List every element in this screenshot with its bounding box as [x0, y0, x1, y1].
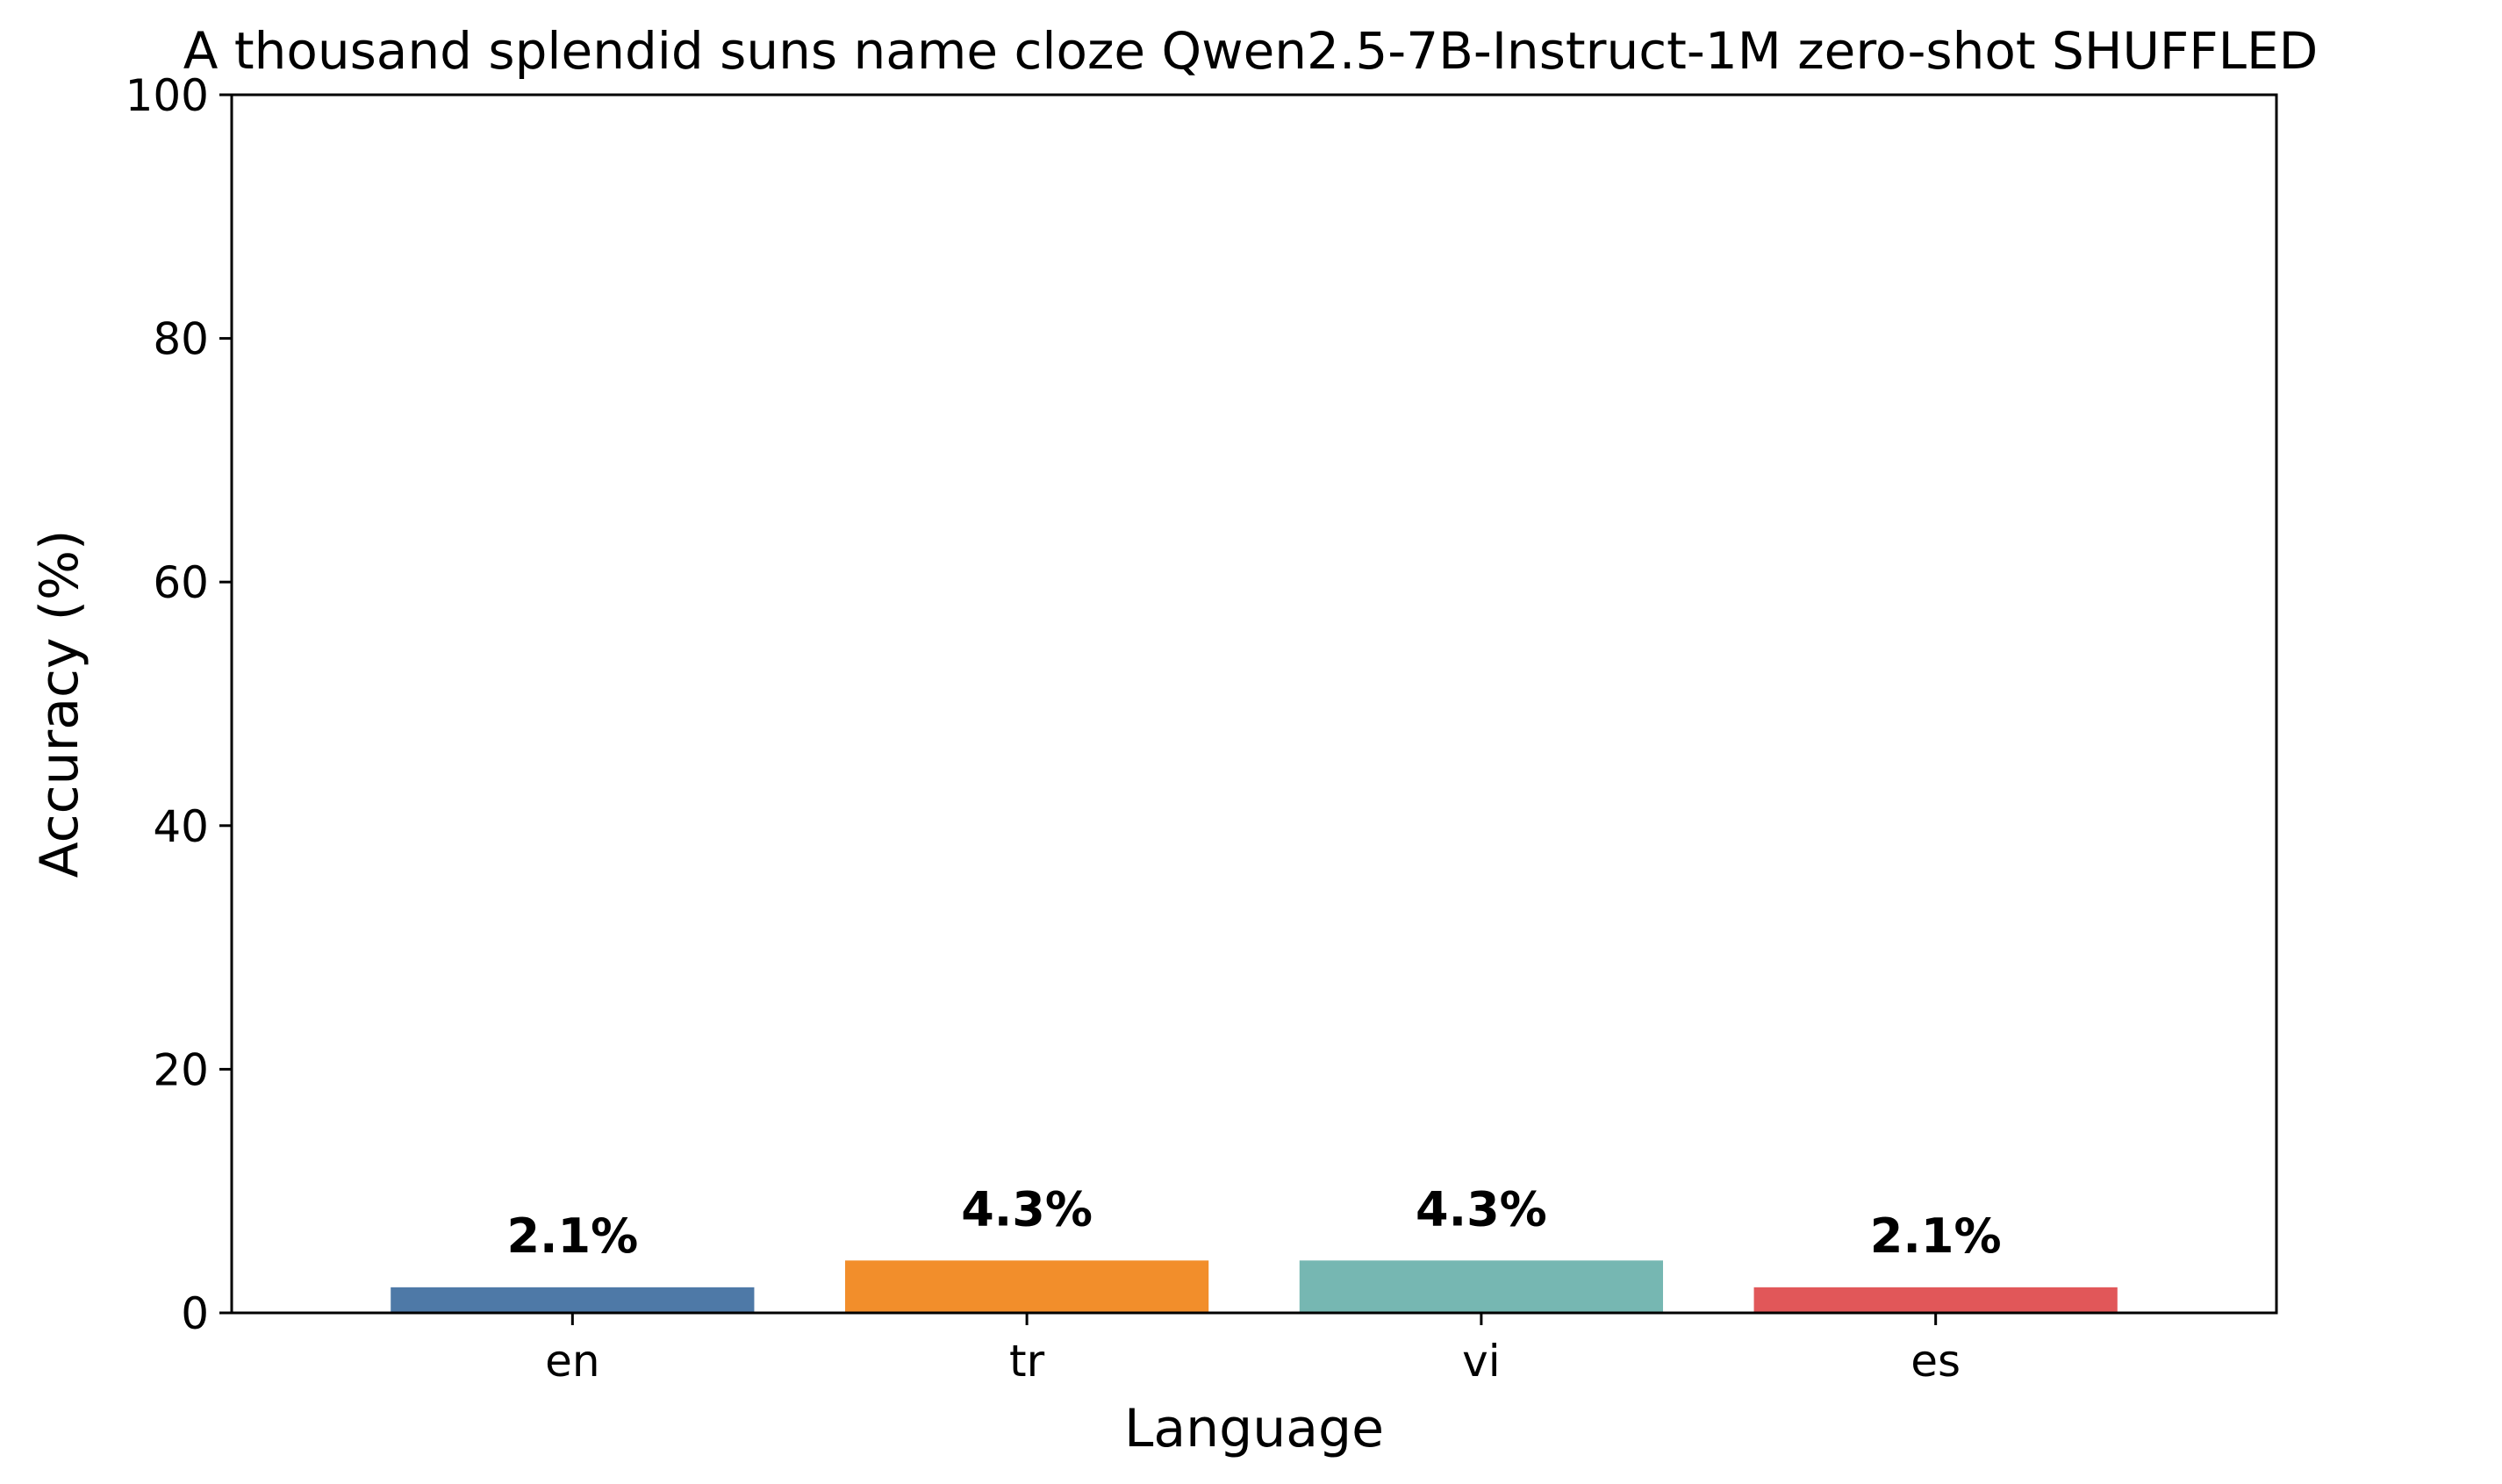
data-label-tr: 4.3% — [961, 1181, 1093, 1237]
y-tick-label: 20 — [153, 1044, 209, 1095]
y-axis-label: Accuracy (%) — [29, 530, 90, 878]
x-tick-label-es: es — [1911, 1336, 1961, 1387]
bars: 2.1% 4.3% 4.3% 2.1% — [391, 1181, 2118, 1313]
y-tick-label: 100 — [125, 70, 209, 121]
x-axis-ticks: en tr vi es — [545, 1313, 1961, 1387]
bar-tr — [845, 1260, 1209, 1313]
y-axis-ticks: 0 20 40 60 80 100 — [125, 70, 232, 1339]
x-axis-label: Language — [1124, 1398, 1384, 1459]
bar-es — [1753, 1287, 2118, 1313]
chart-title: A thousand splendid suns name cloze Qwen… — [183, 21, 2319, 81]
x-tick-label-tr: tr — [1009, 1336, 1045, 1387]
bar-vi — [1299, 1260, 1663, 1313]
y-tick-label: 0 — [181, 1288, 209, 1339]
y-tick-label: 40 — [153, 801, 209, 852]
plot-frame — [230, 93, 2278, 1315]
bar-en — [391, 1287, 755, 1313]
x-tick-label-en: en — [545, 1336, 599, 1387]
y-tick-label: 60 — [153, 557, 209, 608]
y-tick-label: 80 — [153, 314, 209, 365]
data-label-vi: 4.3% — [1416, 1181, 1547, 1237]
data-label-en: 2.1% — [506, 1208, 638, 1264]
x-tick-label-vi: vi — [1462, 1336, 1500, 1387]
data-label-es: 2.1% — [1870, 1208, 2002, 1264]
